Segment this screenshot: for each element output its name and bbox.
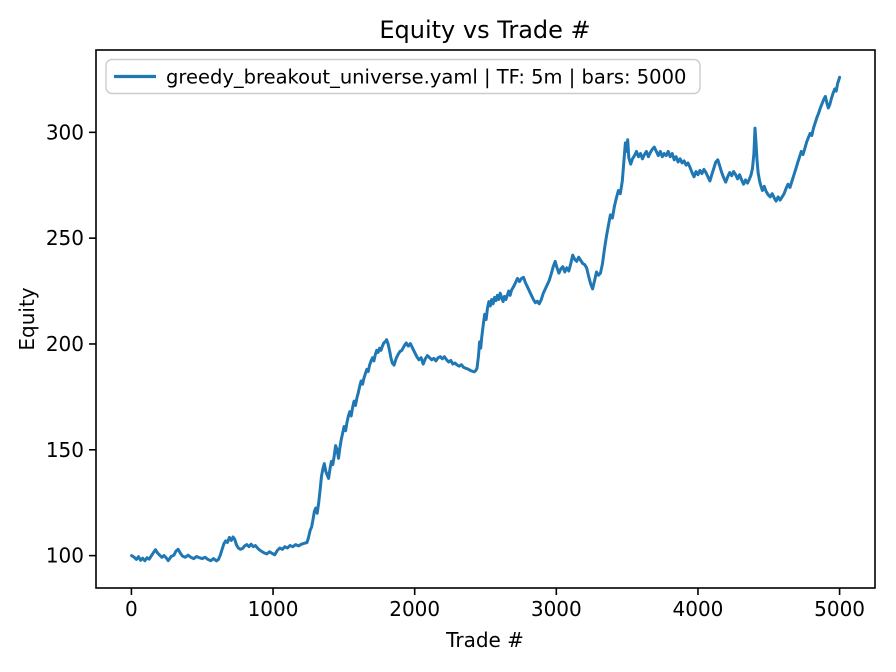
x-tick-label: 0 — [125, 597, 138, 621]
x-axis-label: Trade # — [445, 628, 524, 652]
x-tick-label: 3000 — [531, 597, 582, 621]
x-tick-label: 5000 — [814, 597, 865, 621]
legend-frame — [105, 58, 701, 95]
x-tick-label: 1000 — [248, 597, 299, 621]
y-tick-label: 300 — [46, 120, 84, 144]
y-tick-label: 200 — [46, 332, 84, 356]
equity-line-series — [130, 75, 842, 563]
legend-entry-label: greedy_breakout_universe.yaml | TF: 5m |… — [166, 66, 686, 89]
legend-box: greedy_breakout_universe.yaml | TF: 5m |… — [105, 58, 701, 95]
chart-title: Equity vs Trade # — [379, 16, 590, 44]
plot-frame — [95, 49, 876, 589]
y-axis-label: Equity — [15, 287, 39, 350]
y-tick-label: 100 — [46, 544, 84, 568]
x-tick-label: 4000 — [673, 597, 724, 621]
y-tick-label: 150 — [46, 438, 84, 462]
axis-ticks: 0 1000 2000 3000 4000 5000 100 150 200 250 300 — [46, 120, 865, 621]
x-tick-label: 2000 — [389, 597, 440, 621]
y-tick-label: 250 — [46, 226, 84, 250]
